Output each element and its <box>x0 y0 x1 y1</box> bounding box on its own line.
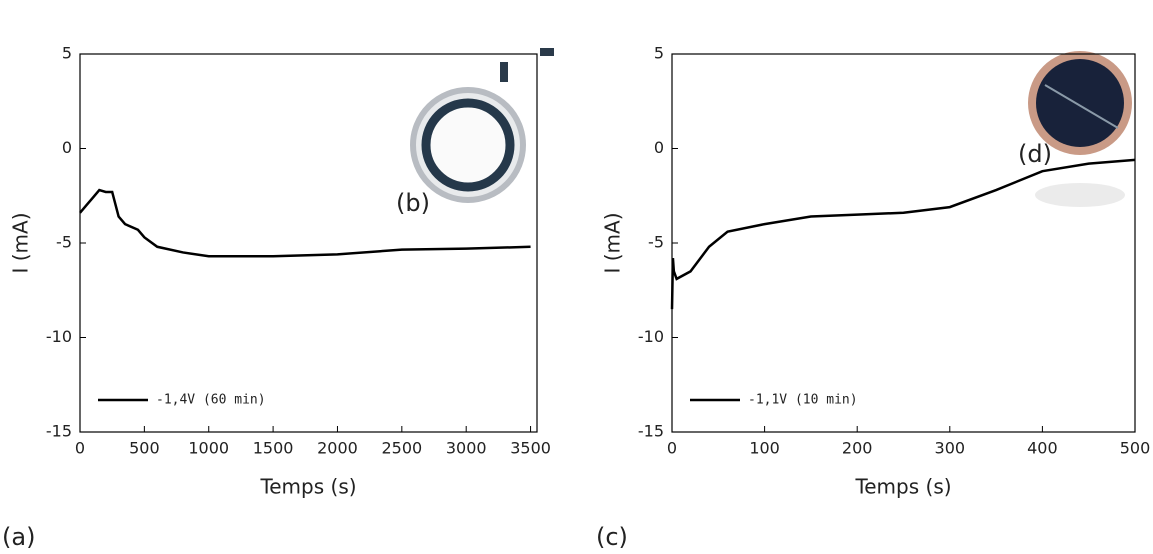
y-axis-label: I (mA) <box>9 212 33 273</box>
x-tick-label: 400 <box>1027 439 1058 458</box>
y-tick-label: 5 <box>654 44 664 63</box>
x-tick-label: 1000 <box>188 439 229 458</box>
annotation: (d) <box>1018 140 1052 168</box>
y-tick-label: 0 <box>654 138 664 157</box>
x-tick-label: 0 <box>75 439 85 458</box>
y-tick-label: 5 <box>62 44 72 63</box>
legend-label: -1,4V (60 min) <box>156 393 266 408</box>
x-tick-label: 100 <box>749 439 780 458</box>
panel-label: (c) <box>596 523 628 551</box>
x-tick-label: 2000 <box>317 439 358 458</box>
x-axis-label: Temps (s) <box>259 475 356 499</box>
photo-d <box>1028 51 1132 207</box>
x-tick-label: 3500 <box>510 439 551 458</box>
y-tick-label: -10 <box>638 327 664 346</box>
x-tick-label: 3000 <box>446 439 487 458</box>
y-tick-label: -15 <box>46 422 72 441</box>
x-tick-label: 300 <box>935 439 966 458</box>
y-tick-label: -10 <box>46 327 72 346</box>
x-tick-label: 500 <box>129 439 160 458</box>
panel-label: (a) <box>2 523 35 551</box>
x-tick-label: 500 <box>1120 439 1151 458</box>
x-tick-label: 2500 <box>381 439 422 458</box>
y-tick-label: -5 <box>648 233 664 252</box>
x-tick-label: 1500 <box>253 439 294 458</box>
photo-b <box>410 48 554 203</box>
x-tick-label: 200 <box>842 439 873 458</box>
y-tick-label: -5 <box>56 233 72 252</box>
y-tick-label: -15 <box>638 422 664 441</box>
annotation: (b) <box>396 189 430 217</box>
y-axis-label: I (mA) <box>601 212 625 273</box>
series-line <box>670 158 1136 310</box>
x-axis-label: Temps (s) <box>854 475 951 499</box>
x-tick-label: 0 <box>667 439 677 458</box>
series-line <box>79 188 531 258</box>
y-tick-label: 0 <box>62 138 72 157</box>
legend-label: -1,1V (10 min) <box>748 393 858 408</box>
